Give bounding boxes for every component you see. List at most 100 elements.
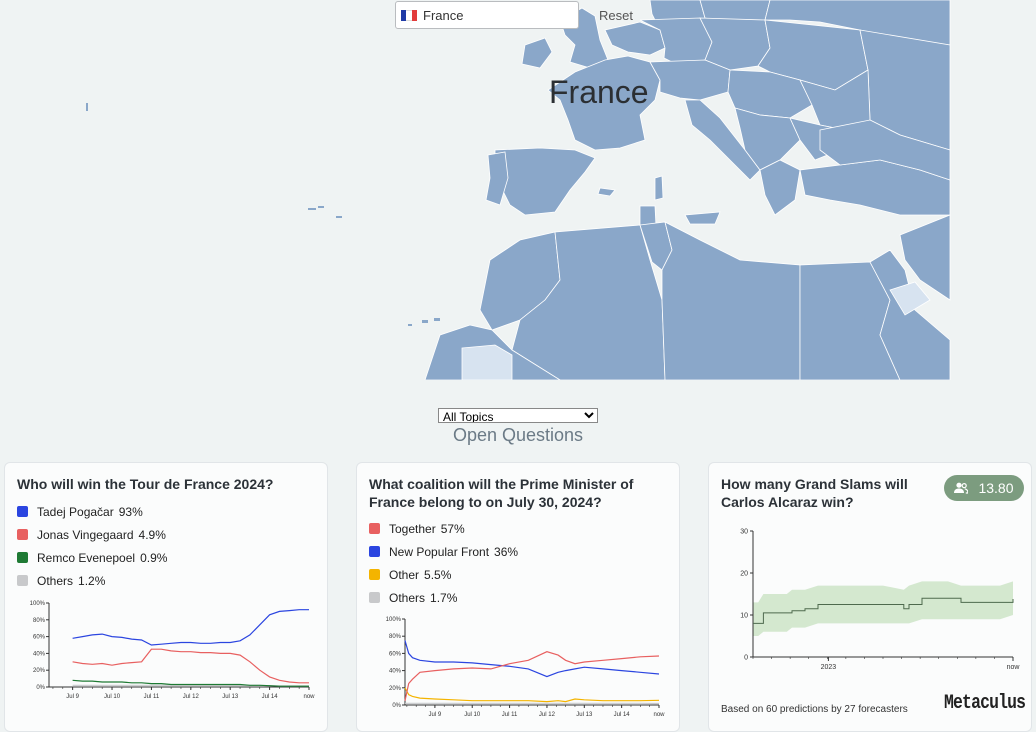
france-flag-icon [401, 10, 417, 21]
x-tick-label: now [303, 694, 315, 700]
x-tick-label: Jul 11 [144, 694, 160, 700]
question-card[interactable]: What coalition will the Prime Minister o… [356, 462, 680, 732]
x-tick-label: Jul 10 [104, 694, 121, 700]
map-island [318, 206, 324, 208]
y-tick-label: 0% [36, 685, 45, 691]
y-tick-label: 60% [389, 651, 402, 657]
y-tick-label: 100% [386, 617, 402, 623]
confidence-band [753, 581, 1013, 636]
forecasters-badge[interactable]: 13.80 [944, 475, 1024, 501]
x-tick-label: Jul 9 [429, 712, 442, 718]
world-map[interactable] [0, 0, 1036, 380]
x-tick-label: Jul 13 [222, 694, 239, 700]
legend-swatch [17, 575, 28, 586]
legend-value: 5.5% [424, 568, 451, 582]
legend-swatch [17, 529, 28, 540]
legend-label: Other [389, 568, 419, 582]
legend-swatch [369, 546, 380, 557]
series-line [405, 652, 659, 701]
legend-item[interactable]: New Popular Front 36% [369, 540, 518, 563]
topic-filter-select[interactable]: All Topics [438, 408, 598, 423]
question-card[interactable]: How many Grand Slams will Carlos Alcaraz… [708, 462, 1032, 732]
legend-swatch [17, 506, 28, 517]
y-tick-label: 60% [33, 635, 46, 641]
map-island [422, 320, 428, 323]
section-title: Open Questions [0, 425, 1036, 446]
country-search-value: France [423, 8, 463, 23]
forecast-chart: 0% 20% 40% 60% 80% 100% Jul 9 Jul 10 Jul 11 Jul 1… [25, 597, 317, 701]
y-tick-label: 80% [389, 634, 402, 640]
legend-swatch [369, 523, 380, 534]
x-tick-label: Jul 12 [183, 694, 200, 700]
map-island [408, 324, 412, 326]
map-island [86, 103, 88, 111]
legend: Together 57% New Popular Front 36% Other 5.5%… [369, 517, 518, 609]
country-search-input[interactable]: France [395, 1, 579, 29]
legend-swatch [369, 592, 380, 603]
legend-value: 57% [441, 522, 465, 536]
x-tick-label: now [653, 712, 665, 718]
legend-label: Together [389, 522, 436, 536]
map-island [308, 208, 316, 210]
x-tick-label: Jul 10 [464, 712, 481, 718]
selected-country-label: France [549, 74, 649, 111]
series-line [73, 649, 309, 683]
legend-swatch [17, 552, 28, 563]
legend-item[interactable]: Tadej Pogačar 93% [17, 500, 167, 523]
question-title[interactable]: How many Grand Slams will Carlos Alcaraz… [721, 475, 931, 511]
predictions-footnote: Based on 60 predictions by 27 forecaster… [721, 704, 908, 715]
y-tick-label: 40% [389, 669, 402, 675]
legend-label: New Popular Front [389, 545, 489, 559]
map-island [336, 216, 342, 218]
legend-label: Others [37, 574, 73, 588]
y-tick-label: 30 [740, 529, 748, 536]
x-tick-label: Jul 12 [539, 712, 556, 718]
legend-item[interactable]: Together 57% [369, 517, 518, 540]
y-tick-label: 0% [392, 703, 401, 709]
people-icon [954, 482, 968, 494]
x-tick-label: Jul 13 [576, 712, 593, 718]
y-tick-label: 20% [389, 686, 402, 692]
map-island [434, 318, 440, 321]
y-tick-label: 0 [744, 655, 748, 662]
legend-value: 1.2% [78, 574, 105, 588]
y-tick-label: 20% [33, 668, 46, 674]
legend-swatch [369, 569, 380, 580]
legend-item[interactable]: Remco Evenepoel 0.9% [17, 546, 167, 569]
metaculus-logo: Metaculus [944, 692, 1025, 715]
legend-value: 1.7% [430, 591, 457, 605]
forecasters-value: 13.80 [978, 480, 1013, 496]
map-country-highlight [462, 345, 512, 380]
x-tick-label: Jul 9 [66, 694, 79, 700]
question-card[interactable]: Who will win the Tour de France 2024? Ta… [4, 462, 328, 732]
x-tick-label: Jul 14 [262, 694, 279, 700]
map-country [655, 176, 663, 200]
reset-button[interactable]: Reset [599, 8, 633, 23]
x-tick-label: now [1007, 664, 1021, 671]
y-tick-label: 100% [30, 601, 46, 607]
legend-item[interactable]: Jonas Vingegaard 4.9% [17, 523, 167, 546]
x-tick-label: Jul 14 [614, 712, 631, 718]
legend-item[interactable]: Other 5.5% [369, 563, 518, 586]
legend-value: 93% [119, 505, 143, 519]
question-title[interactable]: Who will win the Tour de France 2024? [17, 475, 317, 493]
legend: Tadej Pogačar 93% Jonas Vingegaard 4.9% Remc… [17, 500, 167, 592]
legend-value: 0.9% [140, 551, 167, 565]
y-tick-label: 10 [740, 613, 748, 620]
legend-item[interactable]: Others 1.2% [17, 569, 167, 592]
series-line [73, 610, 309, 645]
legend-label: Remco Evenepoel [37, 551, 135, 565]
legend-item[interactable]: Others 1.7% [369, 586, 518, 609]
y-tick-label: 40% [33, 651, 46, 657]
legend-label: Jonas Vingegaard [37, 528, 134, 542]
y-tick-label: 80% [33, 618, 46, 624]
question-title[interactable]: What coalition will the Prime Minister o… [369, 475, 654, 511]
legend-value: 36% [494, 545, 518, 559]
x-tick-label: 2023 [821, 664, 837, 671]
legend-value: 4.9% [139, 528, 166, 542]
legend-label: Others [389, 591, 425, 605]
legend-label: Tadej Pogačar [37, 505, 114, 519]
series-line [405, 688, 659, 702]
